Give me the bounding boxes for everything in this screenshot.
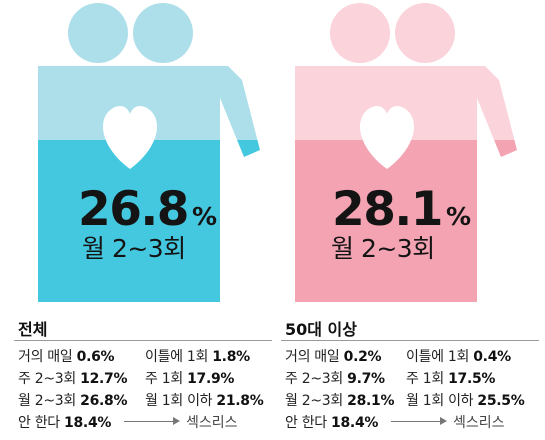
panel-50s-and-over: 28.1% 월 2~3회 50대 이상 거의 매일 0.2% 이틀에 1회 0.… (273, 0, 545, 440)
arrow-icon (124, 417, 180, 427)
headline-frequency: 월 2~3회 (331, 234, 435, 263)
sexless-label: 섹스리스 (453, 415, 505, 431)
freq-item: 주 1회 17.9% (145, 371, 235, 387)
freq-item: 주 2~3회 9.7% (285, 371, 385, 387)
divider (14, 340, 272, 341)
freq-item: 주 1회 17.5% (406, 371, 496, 387)
sexless-label: 섹스리스 (186, 415, 238, 431)
headline-frequency: 월 2~3회 (82, 234, 186, 263)
heart-icon (102, 105, 158, 169)
freq-item: 이틀에 1회 1.8% (145, 349, 250, 365)
freq-item: 월 1회 이하 21.8% (145, 393, 264, 409)
figure-bottom-shape (38, 140, 260, 302)
group-title: 50대 이상 (285, 320, 357, 339)
group-title: 전체 (18, 320, 48, 339)
freq-item: 이틀에 1회 0.4% (406, 349, 511, 365)
divider (281, 340, 539, 341)
freq-item: 안 한다 18.4% (285, 415, 379, 431)
freq-item: 거의 매일 0.6% (18, 349, 115, 365)
freq-item: 안 한다 18.4% (18, 415, 112, 431)
couple-with-heart-icon (295, 3, 517, 302)
freq-item: 월 2~3회 28.1% (285, 393, 395, 409)
headline-percentage: 26.8% (78, 182, 218, 237)
freq-item: 월 1회 이하 25.5% (406, 393, 525, 409)
arrow-icon (391, 417, 447, 427)
couple-with-heart-icon (38, 3, 260, 302)
freq-item: 월 2~3회 26.8% (18, 393, 128, 409)
figure-bottom-shape (295, 140, 517, 302)
panel-overall: 26.8% 월 2~3회 전체 거의 매일 0.6% 이틀에 1회 1.8% 주… (0, 0, 272, 440)
heart-icon (359, 105, 415, 169)
headline-percentage: 28.1% (332, 182, 472, 237)
figure-top-shape (38, 3, 258, 140)
freq-item: 주 2~3회 12.7% (18, 371, 128, 387)
freq-item: 거의 매일 0.2% (285, 349, 382, 365)
figure-top-shape (295, 3, 515, 140)
